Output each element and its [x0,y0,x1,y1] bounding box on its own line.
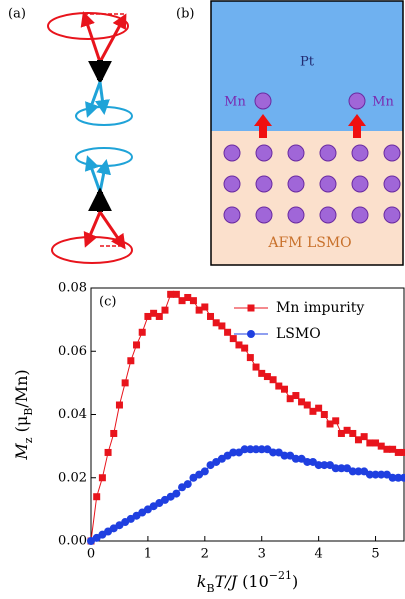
panel-label: (a) [8,7,26,22]
y-tick-label: 0.00 [58,534,87,549]
figure: (a) (b) Pt Mn Mn AFM LSMO [0,0,405,599]
y-tick-label: 0.06 [58,344,87,359]
data-point [173,291,180,298]
axis-label-part: B [22,408,35,416]
data-point [349,430,356,437]
data-point [139,329,146,336]
spin-arrow [88,158,100,192]
axis-label: Mz (μB/Mn) [12,369,35,460]
x-tick-label: 5 [371,547,379,562]
data-point [241,345,248,352]
data-point [105,449,112,456]
y-tick-label: 0.04 [58,407,87,422]
data-point [116,402,123,409]
x-tick-label: 0 [87,547,95,562]
x-tick-label: 3 [258,547,266,562]
data-point [332,417,339,424]
data-point [281,386,288,393]
precession-ellipse [76,148,132,166]
axis-label-part: −21 [269,569,292,582]
data-point [270,376,277,383]
data-point [201,303,208,310]
data-point [156,313,163,320]
x-tick-label: 4 [314,547,322,562]
data-point [230,335,237,342]
axis-label-part: B [206,582,214,595]
data-point [161,307,168,314]
data-point [184,480,192,488]
series-line [91,449,404,541]
panel-label: (c) [99,295,116,310]
data-point [321,411,328,418]
axis-label-part: ) [292,572,298,591]
data-point [133,341,140,348]
panel-b: (b) Pt Mn Mn AFM LSMO [176,1,403,265]
legend-label: Mn impurity [276,300,364,316]
x-tick-label: 1 [144,547,152,562]
data-point [110,430,117,437]
data-point [218,322,225,329]
data-point [122,379,129,386]
layer-label: AFM LSMO [267,235,351,251]
axis-label-part: (μ [12,416,31,438]
axis-label: kBT/J (10−21) [197,569,298,595]
mn-label: Mn [372,95,394,110]
data-point [315,405,322,412]
data-point [99,474,106,481]
data-point [253,364,260,371]
axis-label-part: M [12,443,31,461]
data-point [247,354,254,361]
data-point [172,490,180,498]
mn-label: Mn [224,95,246,110]
series-line [91,294,404,541]
data-point [401,449,405,456]
data-point [292,392,299,399]
data-point [304,402,311,409]
spin-arrow [86,212,100,245]
page: (a) (b) Pt Mn Mn AFM LSMO [0,0,405,599]
data-point [127,357,134,364]
layer-label: Pt [300,55,315,70]
precession-ellipse [52,237,132,263]
axis-label-part: /Mn) [12,369,31,407]
legend-marker [248,305,255,312]
mn-atom [349,93,365,109]
data-point [224,329,231,336]
panel-label: (b) [176,7,194,22]
mn-atom [255,93,271,109]
data-point [361,433,368,440]
axis-label-part: (10 [237,572,269,591]
axis-label-part: k [197,572,207,591]
y-tick-label: 0.02 [58,470,87,485]
data-point [207,313,214,320]
legend-marker [247,330,255,338]
data-point [93,493,100,500]
legend-label: LSMO [276,326,321,342]
panel-a: (a) [8,7,132,264]
data-point [190,297,197,304]
spin-arrow [88,82,100,115]
x-tick-label: 2 [201,547,209,562]
axis-label-part: T/J [215,572,239,591]
plot-frame [91,288,404,541]
y-tick-label: 0.08 [58,281,87,296]
data-point [201,467,209,475]
